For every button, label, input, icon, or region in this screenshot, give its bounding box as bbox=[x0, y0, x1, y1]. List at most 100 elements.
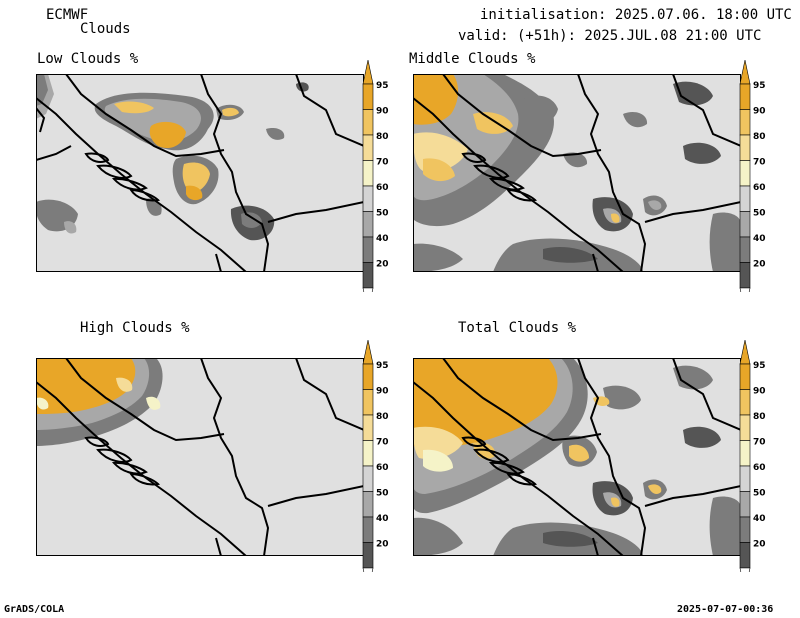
colorbar-middle: 95 90 80 70 60 50 40 20 bbox=[739, 60, 766, 292]
colorbar-tick-label: 60 bbox=[753, 463, 766, 473]
colorbar-swatch bbox=[362, 440, 374, 467]
colorbar-total: 95 90 80 70 60 50 40 20 bbox=[739, 340, 766, 572]
colorbar-swatch bbox=[362, 389, 374, 416]
colorbar-tick-label: 80 bbox=[753, 132, 766, 142]
colorbar-swatch bbox=[362, 185, 374, 212]
colorbar-tick-label: 95 bbox=[753, 81, 766, 91]
colorbar-swatch bbox=[362, 134, 374, 161]
colorbar-tick-label: 50 bbox=[753, 209, 766, 219]
colorbar-tick-label: 80 bbox=[753, 412, 766, 422]
colorbar-swatch bbox=[739, 363, 751, 390]
colorbar-swatch bbox=[362, 465, 374, 492]
colorbar-swatch bbox=[739, 414, 751, 441]
colorbar-bottom-arrow bbox=[362, 287, 374, 292]
map-low-clouds bbox=[36, 74, 364, 272]
colorbar-tick-label: 90 bbox=[753, 387, 766, 397]
colorbar-swatch bbox=[739, 465, 751, 492]
footer-software: GrADS/COLA bbox=[4, 604, 65, 615]
map-middle-clouds bbox=[413, 74, 741, 272]
colorbar-swatch bbox=[739, 83, 751, 110]
colorbar-swatch bbox=[739, 440, 751, 467]
colorbar-tick-label: 50 bbox=[753, 489, 766, 499]
panel-title-middle: Middle Clouds % bbox=[409, 51, 536, 67]
colorbar-tick-label: 80 bbox=[376, 132, 389, 142]
colorbar-tick-label: 40 bbox=[376, 234, 389, 244]
cloud-cover-shading bbox=[413, 74, 741, 272]
map-total-clouds bbox=[413, 358, 741, 556]
country-borders bbox=[413, 74, 741, 272]
model-label: ECMWF bbox=[46, 7, 89, 23]
cloud-cover-shading bbox=[36, 358, 163, 446]
colorbar-swatch bbox=[362, 160, 374, 187]
product-label: Clouds bbox=[80, 21, 131, 37]
colorbar-tick-label: 40 bbox=[376, 514, 389, 524]
country-borders bbox=[36, 74, 364, 272]
colorbar-swatch bbox=[362, 262, 374, 289]
colorbar-high: 95 90 80 70 60 50 40 20 bbox=[362, 340, 389, 572]
colorbar-tick-label: 60 bbox=[376, 463, 389, 473]
colorbar-top-arrow bbox=[739, 60, 751, 85]
coastline-islands bbox=[84, 436, 161, 486]
colorbar-swatch bbox=[362, 109, 374, 136]
colorbar-swatch bbox=[362, 414, 374, 441]
colorbar-swatch bbox=[362, 491, 374, 518]
colorbar-tick-label: 95 bbox=[376, 81, 389, 91]
colorbar-swatch bbox=[739, 185, 751, 212]
colorbar-tick-label: 60 bbox=[753, 183, 766, 193]
colorbar-swatch bbox=[739, 516, 751, 543]
colorbar-swatch bbox=[739, 160, 751, 187]
footer-timestamp: 2025-07-07-00:36 bbox=[677, 604, 774, 615]
colorbar-tick-label: 90 bbox=[753, 107, 766, 117]
colorbar-tick-label: 20 bbox=[376, 260, 389, 270]
colorbar-swatch bbox=[739, 109, 751, 136]
colorbar-swatch bbox=[739, 542, 751, 569]
cloud-cover-shading bbox=[36, 74, 309, 241]
colorbar-top-arrow bbox=[739, 340, 751, 365]
panel-title-low: Low Clouds % bbox=[37, 51, 139, 67]
colorbar-tick-label: 95 bbox=[753, 361, 766, 371]
coastline-islands bbox=[461, 152, 538, 202]
cloud-cover-shading bbox=[413, 358, 741, 556]
colorbar-tick-label: 40 bbox=[753, 514, 766, 524]
colorbar-swatch bbox=[362, 363, 374, 390]
colorbar-tick-label: 70 bbox=[753, 438, 766, 448]
colorbar-swatch bbox=[362, 211, 374, 238]
colorbar-bottom-arrow bbox=[739, 287, 751, 292]
colorbar-tick-label: 70 bbox=[753, 158, 766, 168]
valid-time: valid: (+51h): 2025.JUL.08 21:00 UTC bbox=[458, 28, 762, 44]
colorbar-swatch bbox=[362, 542, 374, 569]
colorbar-tick-label: 60 bbox=[376, 183, 389, 193]
colorbar-swatch bbox=[739, 491, 751, 518]
colorbar-swatch bbox=[739, 134, 751, 161]
colorbar-swatch bbox=[739, 211, 751, 238]
colorbar-tick-label: 80 bbox=[376, 412, 389, 422]
colorbar-tick-label: 40 bbox=[753, 234, 766, 244]
colorbar-swatch bbox=[362, 83, 374, 110]
colorbar-swatch bbox=[739, 262, 751, 289]
country-borders bbox=[413, 358, 741, 556]
colorbar-tick-label: 90 bbox=[376, 107, 389, 117]
panel-title-total: Total Clouds % bbox=[458, 320, 577, 336]
colorbar-swatch bbox=[739, 389, 751, 416]
colorbar-tick-label: 20 bbox=[753, 260, 766, 270]
colorbar-tick-label: 20 bbox=[753, 540, 766, 550]
country-borders bbox=[36, 358, 364, 556]
colorbar-low: 95 90 80 70 60 50 40 20 bbox=[362, 60, 389, 292]
colorbar-bottom-arrow bbox=[362, 567, 374, 572]
colorbar-tick-label: 50 bbox=[376, 209, 389, 219]
colorbar-tick-label: 90 bbox=[376, 387, 389, 397]
colorbar-tick-label: 20 bbox=[376, 540, 389, 550]
colorbar-tick-label: 95 bbox=[376, 361, 389, 371]
init-time: initialisation: 2025.07.06. 18:00 UTC bbox=[480, 7, 792, 23]
colorbar-top-arrow bbox=[362, 60, 374, 85]
colorbar-tick-label: 70 bbox=[376, 438, 389, 448]
coastline-islands bbox=[36, 107, 161, 202]
colorbar-swatch bbox=[362, 516, 374, 543]
colorbar-tick-label: 70 bbox=[376, 158, 389, 168]
colorbar-swatch bbox=[739, 236, 751, 263]
colorbar-top-arrow bbox=[362, 340, 374, 365]
colorbar-swatch bbox=[362, 236, 374, 263]
map-high-clouds bbox=[36, 358, 364, 556]
panel-title-high: High Clouds % bbox=[80, 320, 190, 336]
coastline-islands bbox=[461, 436, 538, 486]
